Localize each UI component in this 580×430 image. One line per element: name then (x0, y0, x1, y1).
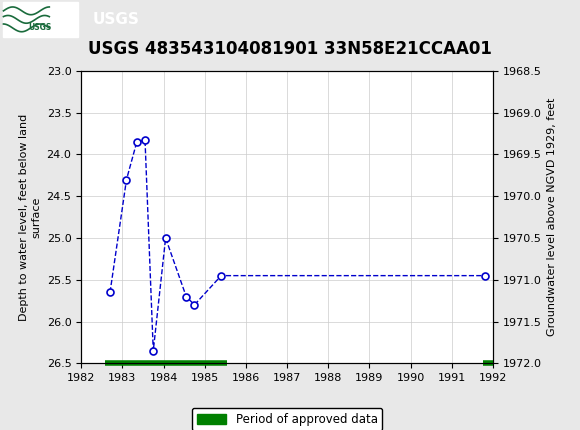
Y-axis label: Depth to water level, feet below land
surface: Depth to water level, feet below land su… (20, 114, 41, 321)
Legend: Period of approved data: Period of approved data (192, 408, 382, 430)
Text: USGS 483543104081901 33N58E21CCAA01: USGS 483543104081901 33N58E21CCAA01 (88, 40, 492, 58)
Text: USGS: USGS (93, 12, 140, 27)
Y-axis label: Groundwater level above NGVD 1929, feet: Groundwater level above NGVD 1929, feet (548, 98, 557, 336)
FancyBboxPatch shape (3, 2, 78, 37)
Text: USGS: USGS (28, 23, 51, 32)
